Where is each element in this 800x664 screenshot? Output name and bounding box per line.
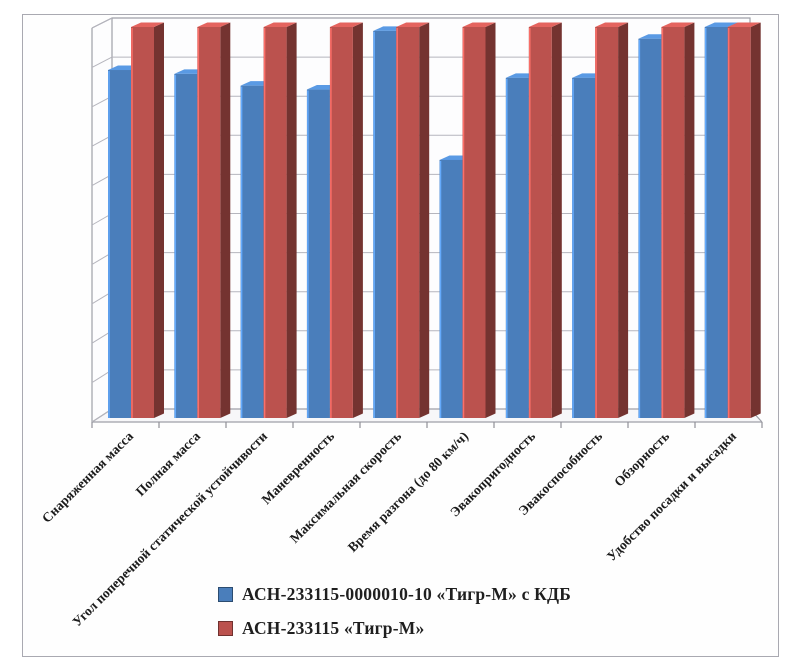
legend-swatch-series1 (218, 587, 233, 602)
bar-series2-cat2 (197, 22, 231, 418)
category-label-1: Снаряженная масса (39, 428, 136, 525)
bar-series2-cat6 (462, 22, 496, 418)
category-label-6: Время разгона (до 80 км/ч) (345, 429, 471, 555)
category-label-10: Удобство посадки и высадки (604, 428, 739, 563)
bar-series2-cat4 (329, 22, 363, 418)
category-label-2: Полная масса (133, 428, 204, 499)
legend-item-series1: АСН-233115-0000010-10 «Тигр-М» с КДБ (218, 584, 571, 605)
legend-label-series2: АСН-233115 «Тигр-М» (242, 618, 425, 638)
legend-swatch-series2 (218, 621, 233, 636)
legend-label-series1: АСН-233115-0000010-10 «Тигр-М» с КДБ (242, 584, 572, 604)
bar-series2-cat10 (727, 22, 761, 418)
bar-series2-cat7 (528, 22, 562, 418)
chart-legend: АСН-233115-0000010-10 «Тигр-М» с КДБ АСН… (218, 584, 571, 652)
bar-series2-cat8 (595, 22, 629, 418)
bar-series2-cat5 (396, 22, 430, 418)
bar-series2-cat3 (263, 22, 297, 418)
legend-item-series2: АСН-233115 «Тигр-М» (218, 618, 571, 639)
bar-series2-cat9 (661, 22, 695, 418)
category-label-9: Обзорность (611, 429, 672, 490)
bars (108, 22, 761, 419)
category-label-5: Максимальная скорость (287, 429, 404, 546)
bar-series2-cat1 (131, 22, 164, 418)
